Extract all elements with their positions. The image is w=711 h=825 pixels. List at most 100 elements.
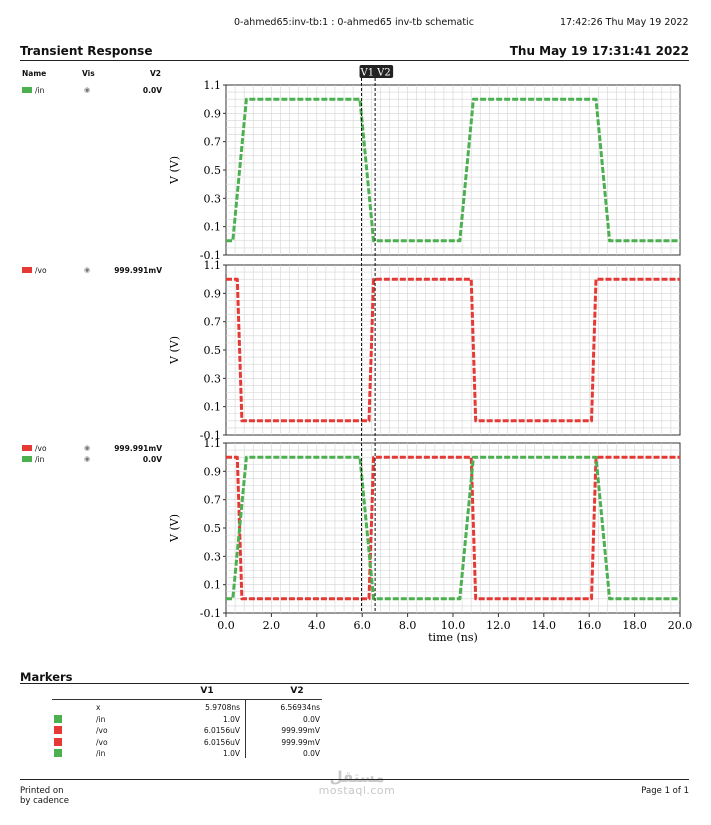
y-tick-label: 1.1 bbox=[204, 259, 222, 272]
y-tick-label: -0.1 bbox=[200, 249, 221, 262]
visibility-eye-icon[interactable]: ◉ bbox=[84, 444, 91, 452]
x-tick-label: 8.0 bbox=[399, 619, 417, 632]
visibility-eye-icon[interactable]: ◉ bbox=[84, 266, 91, 274]
legend-name: /in bbox=[35, 455, 45, 464]
markers-header-rule bbox=[52, 699, 322, 700]
cursor-tag-bg bbox=[359, 65, 394, 78]
legend-col-vis: Vis bbox=[82, 69, 95, 78]
y-tick-label: 0.1 bbox=[204, 401, 222, 414]
marker-name: /vo bbox=[96, 726, 108, 735]
y-tick-label: 0.9 bbox=[204, 287, 222, 300]
y-tick-label: 0.5 bbox=[204, 164, 222, 177]
y-tick-label: 0.1 bbox=[204, 221, 222, 234]
marker-v1: 6.0156uV bbox=[203, 726, 240, 735]
marker-name: /vo bbox=[96, 737, 108, 747]
legend-col-name: Name bbox=[22, 69, 47, 78]
watermark: مستقل mostaql.com bbox=[312, 770, 402, 798]
y-axis-label: V (V) bbox=[168, 514, 181, 543]
x-tick-label: 12.0 bbox=[486, 619, 511, 632]
y-tick-label: 1.1 bbox=[204, 79, 222, 92]
footer-rule bbox=[20, 779, 689, 780]
printed-on: Printed on by cadence bbox=[20, 786, 69, 806]
markers-rule bbox=[20, 683, 689, 684]
watermark-sub: mostaql.com bbox=[318, 784, 396, 797]
marker-name: /in bbox=[96, 749, 106, 758]
series-line-vo bbox=[226, 277, 680, 423]
page-number: Page 1 of 1 bbox=[641, 786, 689, 796]
x-tick-label: 10.0 bbox=[441, 619, 466, 632]
watermark-main: مستقل bbox=[329, 768, 385, 786]
y-tick-label: -0.1 bbox=[200, 429, 221, 442]
legend-swatch bbox=[22, 456, 32, 462]
x-tick-label: 2.0 bbox=[263, 619, 281, 632]
marker-swatch bbox=[54, 714, 62, 723]
y-tick-label: 0.3 bbox=[204, 372, 222, 385]
marker-v1: 5.9708ns bbox=[205, 703, 240, 712]
y-tick-label: 0.9 bbox=[204, 465, 222, 478]
legend-value: 999.991mV bbox=[114, 266, 162, 275]
x-tick-label: 0.0 bbox=[217, 619, 235, 632]
series-line-in bbox=[226, 97, 680, 243]
marker-v2: 0.0V bbox=[302, 714, 320, 724]
y-axis-label: V (V) bbox=[168, 156, 181, 185]
y-axis-label: V (V) bbox=[168, 336, 181, 365]
marker-v1: 6.0156uV bbox=[203, 737, 240, 747]
marker-name: /in bbox=[96, 714, 106, 724]
y-tick-label: 0.5 bbox=[204, 344, 222, 357]
x-tick-label: 20.0 bbox=[668, 619, 693, 632]
legend-value: 999.991mV bbox=[114, 444, 162, 453]
marker-v2: 0.0V bbox=[302, 749, 320, 758]
legend-swatch bbox=[22, 267, 32, 273]
transient-chart: -0.1 0.1 0.3 0.5 0.7 0.9 1.1 V (V) -0.1 0.1 0.3 0.5… bbox=[168, 65, 693, 644]
x-axis-label: time (ns) bbox=[428, 631, 478, 644]
legend-name: /vo bbox=[35, 266, 47, 275]
legend-value: 0.0V bbox=[142, 86, 162, 95]
legend-name: /vo bbox=[35, 444, 47, 453]
y-tick-label: 0.9 bbox=[204, 107, 222, 120]
x-tick-label: 18.0 bbox=[622, 619, 647, 632]
visibility-eye-icon[interactable]: ◉ bbox=[84, 86, 91, 94]
cursor-label-v2: V2 bbox=[376, 68, 391, 79]
printed-on-label: Printed on bbox=[20, 786, 64, 796]
marker-swatch bbox=[54, 726, 62, 734]
marker-v2: 999.99mV bbox=[281, 737, 320, 747]
marker-swatch bbox=[54, 737, 62, 746]
cursor-label-v1: V1 bbox=[360, 68, 375, 79]
markers-col-divider bbox=[245, 700, 246, 758]
marker-swatch bbox=[54, 749, 62, 757]
x-tick-label: 4.0 bbox=[308, 619, 326, 632]
marker-v1: 1.0V bbox=[222, 749, 240, 758]
legend-value: 0.0V bbox=[142, 455, 162, 464]
y-tick-label: -0.1 bbox=[200, 607, 221, 620]
title-row: Transient Response Thu May 19 17:31:41 2… bbox=[20, 44, 689, 61]
x-tick-label: 14.0 bbox=[532, 619, 557, 632]
y-tick-label: 0.7 bbox=[204, 494, 222, 507]
legend-swatch bbox=[22, 445, 32, 451]
cell-info: 0-ahmed65:inv-tb:1 : 0-ahmed65 inv-tb sc… bbox=[234, 17, 474, 28]
y-tick-label: 0.3 bbox=[204, 192, 222, 205]
markers-col-v1: V1 bbox=[200, 686, 214, 696]
markers-col-v2: V2 bbox=[290, 686, 304, 696]
x-tick-label: 6.0 bbox=[353, 619, 371, 632]
y-tick-label: 0.5 bbox=[204, 522, 222, 535]
markers-title: Markers bbox=[20, 670, 73, 684]
visibility-eye-icon[interactable]: ◉ bbox=[84, 455, 91, 463]
legend-col-v2: V2 bbox=[150, 69, 162, 78]
y-tick-label: 0.7 bbox=[204, 136, 222, 149]
y-tick-label: 1.1 bbox=[204, 437, 222, 450]
x-tick-label: 16.0 bbox=[577, 619, 602, 632]
legend-swatch bbox=[22, 87, 32, 93]
y-tick-label: 0.7 bbox=[204, 316, 222, 329]
marker-v2: 999.99mV bbox=[281, 726, 320, 735]
marker-v2: 6.56934ns bbox=[280, 703, 320, 712]
y-tick-label: 0.1 bbox=[204, 579, 222, 592]
y-tick-label: 0.3 bbox=[204, 550, 222, 563]
marker-v1: 1.0V bbox=[222, 714, 240, 724]
series-line-in bbox=[226, 455, 680, 601]
page-title: Transient Response bbox=[20, 44, 153, 58]
marker-name: x bbox=[96, 703, 101, 712]
page-date: Thu May 19 17:31:41 2022 bbox=[509, 44, 689, 58]
legend-name: /in bbox=[35, 86, 45, 95]
print-time: 17:42:26 Thu May 19 2022 bbox=[560, 17, 689, 28]
printed-by: by cadence bbox=[20, 796, 69, 806]
